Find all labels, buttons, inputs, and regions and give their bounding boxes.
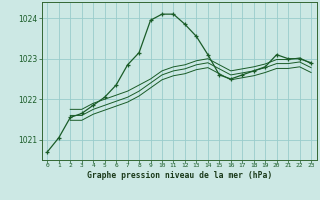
X-axis label: Graphe pression niveau de la mer (hPa): Graphe pression niveau de la mer (hPa) [87,171,272,180]
